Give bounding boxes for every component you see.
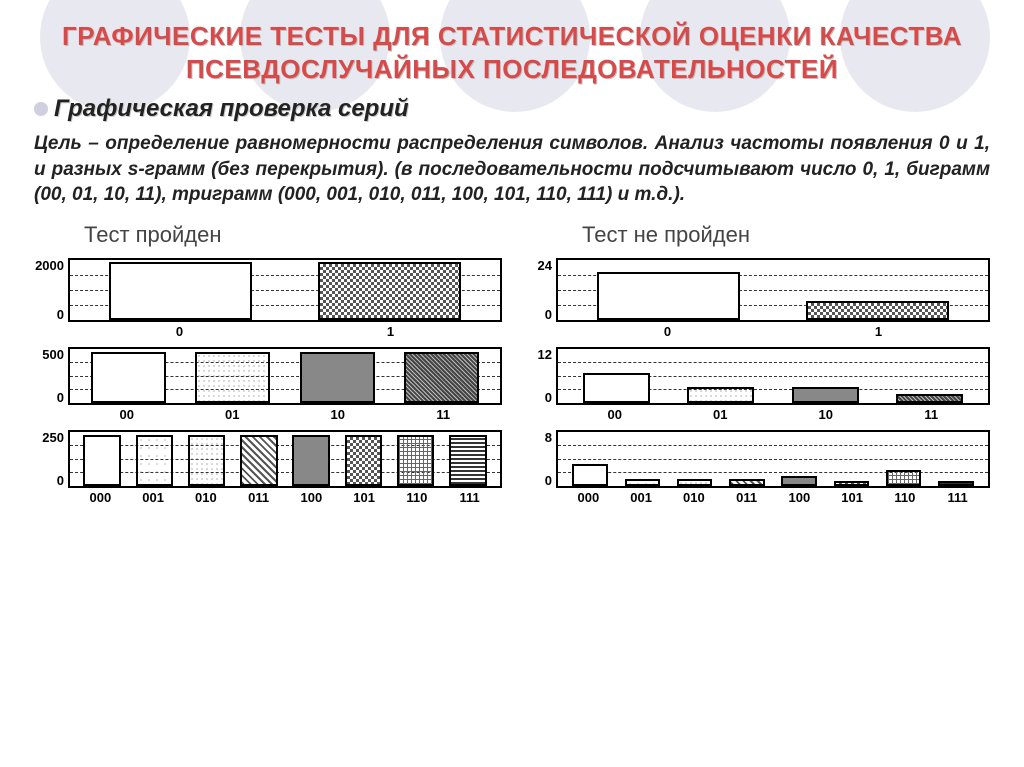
bar [625,479,661,485]
bar [300,352,375,403]
chart-row: 2500000001010011100101110111 [34,430,502,505]
label-passed: Тест пройден [34,222,492,248]
bar [345,435,383,486]
bar [834,481,870,486]
bar-chart [556,430,990,488]
chart-row: 80000001010011100101110111 [522,430,990,505]
bar [83,435,121,486]
x-axis: 01 [556,324,990,339]
bar [896,394,963,403]
bar [404,352,479,403]
bullet-icon [34,102,48,116]
bar [240,435,278,486]
bar-chart [556,347,990,405]
chart-row: 24001 [522,258,990,339]
subtitle-row: Графическая проверка серий [34,95,990,123]
chart-column-failed: 2400112000011011800000010100111001011101… [522,258,990,513]
bar [449,435,487,486]
bar [687,387,754,403]
x-axis: 000001010011100101110111 [556,490,990,505]
description: Цель – определение равномерности распред… [34,131,990,208]
column-labels: Тест пройден Тест не пройден [34,222,990,248]
bar [195,352,270,403]
page-title: ГРАФИЧЕСКИЕ ТЕСТЫ ДЛЯ СТАТИСТИЧЕСКОЙ ОЦЕ… [34,20,990,85]
bar-chart [68,258,502,322]
chart-row: 12000011011 [522,347,990,422]
chart-column-passed: 2000001500000011011250000000101001110010… [34,258,502,513]
y-axis: 240 [522,258,556,322]
y-axis: 2500 [34,430,68,488]
y-axis: 80 [522,430,556,488]
bar [318,262,460,320]
bar [938,481,974,486]
y-axis: 5000 [34,347,68,405]
bar-chart [556,258,990,322]
bar [397,435,435,486]
bar [572,464,608,486]
y-axis: 20000 [34,258,68,322]
bar [292,435,330,486]
bar-chart [68,347,502,405]
x-axis: 01 [68,324,502,339]
chart-row: 500000011011 [34,347,502,422]
bar [886,470,922,486]
x-axis: 00011011 [556,407,990,422]
bar [806,301,948,320]
bar [583,373,650,403]
x-axis: 000001010011100101110111 [68,490,502,505]
charts-area: 2000001500000011011250000000101001110010… [34,258,990,513]
x-axis: 00011011 [68,407,502,422]
subtitle: Графическая проверка серий [54,95,409,123]
bar [729,479,765,485]
bar [597,272,739,320]
y-axis: 120 [522,347,556,405]
bar [792,387,859,403]
bar-chart [68,430,502,488]
bar [91,352,166,403]
bar [781,476,817,486]
chart-row: 2000001 [34,258,502,339]
bar [136,435,174,486]
label-failed: Тест не пройден [492,222,990,248]
bar [188,435,226,486]
bar [677,479,713,485]
bar [109,262,251,320]
